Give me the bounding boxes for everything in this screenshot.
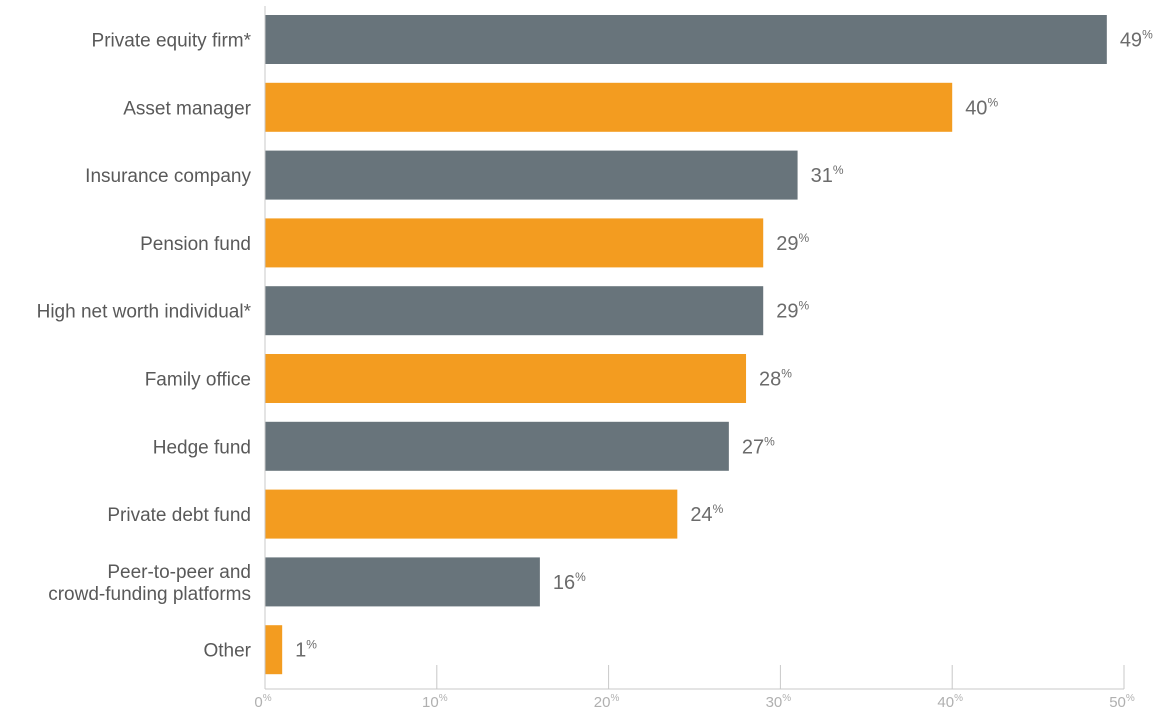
category-label: Private equity firm* (92, 31, 252, 52)
x-tick-label: 20% (594, 693, 620, 711)
value-label: 24% (690, 502, 723, 526)
value-label: 29% (776, 299, 809, 323)
category-label: Insurance company (85, 166, 251, 187)
category-labels: Private equity firm* Asset manager Insuran… (37, 31, 252, 662)
x-tick-label: 0% (254, 693, 271, 711)
value-label: 16% (553, 570, 586, 594)
x-tick-label: 50% (1109, 693, 1135, 711)
value-label: 40% (965, 95, 998, 119)
value-label: 49% (1120, 28, 1153, 52)
bar (265, 421, 729, 471)
bar (265, 82, 953, 132)
value-label: 1% (295, 638, 317, 662)
category-label: High net worth individual* (37, 302, 252, 323)
value-label: 29% (776, 231, 809, 255)
value-label: 31% (811, 163, 844, 187)
category-label: Hedge fund (153, 437, 251, 458)
value-label: 28% (759, 367, 792, 391)
x-tick-label: 30% (766, 693, 792, 711)
bar (265, 286, 764, 336)
category-label: Peer-to-peer and crowd-funding platforms (48, 562, 251, 605)
x-axis: 0% 10% 20% 30% 40% 50% (254, 6, 1135, 711)
bar (265, 354, 747, 403)
bar (265, 150, 798, 200)
x-tick-label: 40% (937, 693, 963, 711)
x-tick-label: 10% (422, 693, 448, 711)
value-label: 27% (742, 434, 775, 458)
category-label: Private debt fund (107, 505, 251, 526)
bar (265, 489, 678, 539)
bar (265, 625, 283, 675)
category-label: Family office (145, 370, 251, 391)
category-label: Asset manager (123, 98, 251, 119)
bar (265, 15, 1107, 64)
bar (265, 218, 764, 268)
category-label: Pension fund (140, 234, 251, 255)
category-label: Other (203, 641, 251, 662)
value-labels: 49% 40% 31% 29% 29% 28% 27% 24% 16% 1% (295, 28, 1153, 662)
bar (265, 557, 540, 607)
bars-layer (265, 15, 1107, 675)
